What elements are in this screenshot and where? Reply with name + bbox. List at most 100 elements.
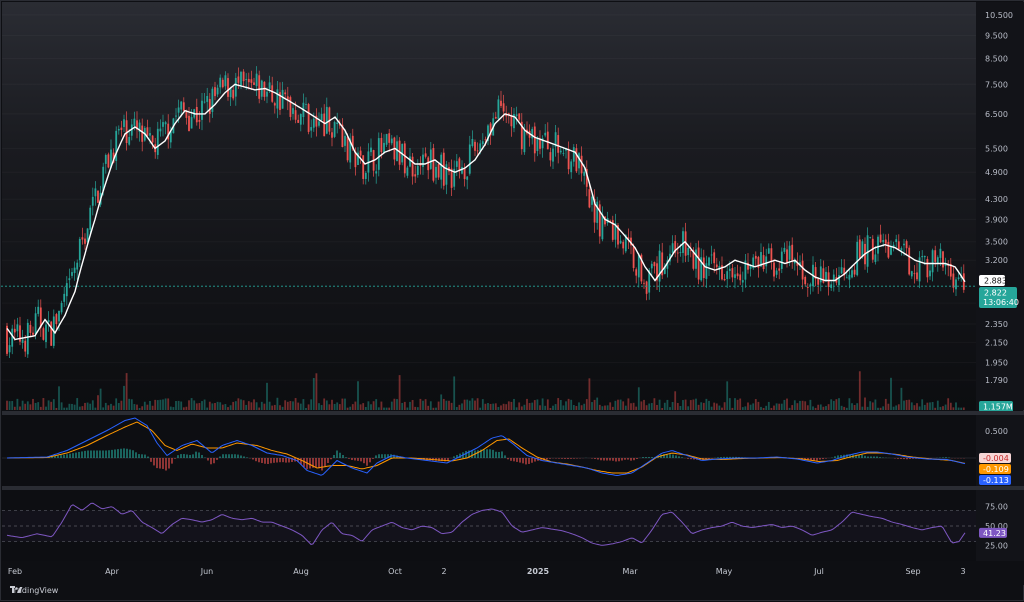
candle-body <box>128 137 130 145</box>
candle-body <box>459 158 461 170</box>
volume-bar <box>791 405 793 410</box>
volume-bar <box>113 406 115 410</box>
candle-body <box>550 152 552 160</box>
volume-bar <box>191 398 193 410</box>
volume-bar <box>391 402 393 410</box>
macd-histogram-bar <box>870 457 872 459</box>
volume-bar <box>687 406 689 410</box>
macd-histogram-bar <box>87 451 89 459</box>
volume-bar <box>274 405 276 410</box>
volume-bar <box>789 408 791 410</box>
volume-bar <box>508 401 510 410</box>
volume-bar <box>300 404 302 410</box>
volume-bar <box>310 399 312 410</box>
volume-bar <box>89 404 91 410</box>
candle-body <box>914 273 916 274</box>
volume-bar <box>940 407 942 410</box>
volume-bar <box>199 403 201 410</box>
macd-histogram-bar <box>84 451 86 458</box>
macd-histogram-bar <box>681 457 683 458</box>
volume-bar <box>121 401 123 410</box>
pane-separator-1[interactable] <box>2 411 1024 415</box>
candle-body <box>248 79 250 82</box>
volume-bar <box>578 402 580 410</box>
candle-body <box>934 250 936 262</box>
volume-bar <box>960 408 962 410</box>
pane-separator-2[interactable] <box>2 486 1024 490</box>
rsi-value-badge: 41.23 <box>979 528 1007 538</box>
volume-bar <box>451 403 453 410</box>
candle-body <box>214 87 216 96</box>
volume-bar <box>407 408 409 410</box>
candle-body <box>734 274 736 278</box>
candle-body <box>321 114 323 120</box>
price-tick-label: 3.500 <box>985 238 1008 247</box>
macd-histogram-bar <box>69 454 71 458</box>
candle-body <box>888 242 890 258</box>
volume-bar <box>815 408 817 410</box>
candle-body <box>11 329 13 347</box>
candle-body <box>149 133 151 136</box>
candle-body <box>695 249 697 268</box>
time-tick-label: Jul <box>813 567 824 576</box>
macd-histogram-bar <box>561 458 563 459</box>
volume-bar <box>50 402 52 410</box>
candle-body <box>500 101 502 106</box>
volume-bar <box>214 403 216 410</box>
candle-body <box>253 82 255 85</box>
volume-bar <box>58 386 60 410</box>
candle-body <box>633 247 635 268</box>
ma-value-text: 2.883 <box>984 277 1007 286</box>
volume-bar <box>864 398 866 410</box>
volume-bar <box>115 398 117 410</box>
candle-body <box>201 101 203 120</box>
candle-body <box>703 258 705 279</box>
volume-bar <box>711 407 713 410</box>
candle-body <box>908 248 910 275</box>
volume-bar <box>201 401 203 410</box>
volume-bar <box>360 404 362 410</box>
candle-body <box>898 241 900 249</box>
macd-histogram-bar <box>945 457 947 458</box>
price-tick-label: 2.150 <box>985 338 1008 347</box>
volume-bar <box>466 400 468 410</box>
volume-bar <box>139 408 141 410</box>
volume-bar <box>165 398 167 410</box>
volume-bar <box>622 401 624 410</box>
brand-watermark[interactable]: TradingView <box>10 586 58 595</box>
macd-histogram-bar <box>501 451 503 458</box>
volume-bar <box>243 400 245 410</box>
macd-histogram-bar <box>876 457 878 459</box>
macd-histogram-bar <box>225 454 227 458</box>
macd-histogram-bar <box>567 458 569 459</box>
volume-bar <box>440 394 442 410</box>
volume-bar <box>537 399 539 410</box>
volume-bar <box>217 402 219 410</box>
volume-bar <box>516 407 518 410</box>
volume-bar <box>518 402 520 410</box>
volume-bar <box>635 407 637 410</box>
volume-bar <box>669 407 671 410</box>
macd-histogram-bar <box>825 458 827 459</box>
volume-bar <box>825 406 827 410</box>
macd-histogram-bar <box>687 458 689 459</box>
macd-histogram-bar <box>129 450 131 459</box>
candle-body <box>134 119 136 126</box>
candle-body <box>63 294 65 302</box>
volume-bar <box>539 405 541 410</box>
volume-bar <box>336 402 338 410</box>
volume-bar <box>84 403 86 410</box>
volume-bar <box>472 398 474 410</box>
volume-bar <box>862 407 864 410</box>
volume-bar <box>82 406 84 410</box>
volume-bar <box>630 403 632 410</box>
volume-bar <box>339 404 341 410</box>
time-tick-label: May <box>716 567 733 576</box>
macd-line-badge: -0.113 <box>979 475 1011 485</box>
macd-histogram-bar <box>177 455 179 458</box>
candle-body <box>924 256 926 257</box>
volume-bar <box>69 404 71 410</box>
candle-body <box>791 245 793 261</box>
candle-body <box>206 96 208 102</box>
